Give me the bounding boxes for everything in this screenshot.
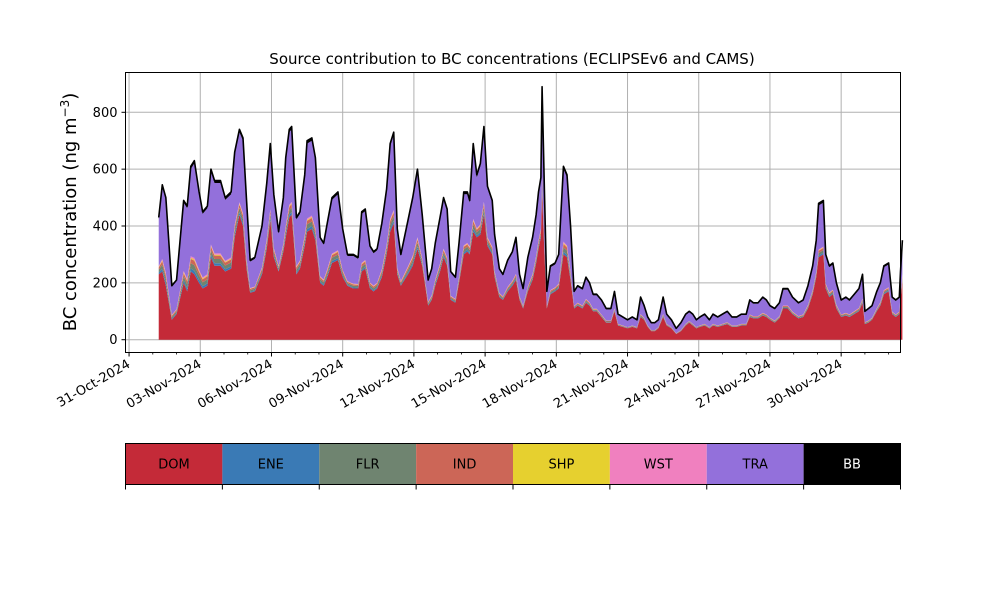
x-tick-label: 21-Nov-2024 [551, 357, 631, 412]
x-tick-label: 15-Nov-2024 [409, 357, 489, 412]
x-tick-label: 31-Oct-2024 [55, 357, 133, 411]
y-axis: 0 200 400 600 800 [93, 106, 126, 348]
legend-label-tra: TRA [742, 458, 768, 473]
legend-swatch-flr [319, 443, 417, 485]
legend-colorbar: DOM ENE FLR IND SHP WST TRA BB [125, 443, 901, 490]
area-dom [158, 191, 903, 340]
y-tick-label: 400 [93, 220, 118, 235]
legend-label-shp: SHP [549, 458, 575, 473]
legend-label-flr: FLR [356, 458, 380, 473]
legend-swatch-tra [706, 443, 804, 485]
legend-swatch-bb [803, 443, 901, 485]
y-tick-label: 200 [93, 276, 118, 291]
x-axis: 31-Oct-202403-Nov-202406-Nov-202409-Nov-… [55, 352, 890, 412]
x-tick-label: 12-Nov-2024 [338, 357, 418, 412]
total-line [157, 85, 904, 330]
legend-label-bb: BB [843, 458, 861, 473]
x-tick-label: 18-Nov-2024 [480, 357, 560, 412]
legend-swatch-shp [513, 443, 610, 485]
legend-swatch-ene [222, 443, 320, 485]
chart-title: Source contribution to BC concentrations… [269, 50, 754, 68]
x-tick-label: 30-Nov-2024 [765, 357, 845, 412]
y-axis-label-exponent: −3 [58, 100, 72, 118]
y-tick-label: 600 [93, 163, 118, 178]
x-tick-label: 06-Nov-2024 [195, 357, 275, 412]
legend-label-dom: DOM [158, 458, 189, 473]
y-tick-label: 0 [109, 333, 117, 348]
stacked-areas [157, 85, 904, 340]
legend-swatch-wst [609, 443, 707, 485]
y-axis-label: BC concentration (ng m−3) [58, 93, 81, 332]
x-tick-label: 27-Nov-2024 [694, 357, 774, 412]
legend-label-wst: WST [644, 458, 673, 473]
area-tra [158, 89, 903, 334]
x-tick-label: 03-Nov-2024 [124, 357, 204, 412]
x-tick-label: 24-Nov-2024 [622, 357, 702, 412]
y-tick-label: 800 [93, 106, 118, 121]
plot-frame [125, 72, 901, 353]
x-tick-label: 09-Nov-2024 [266, 357, 346, 412]
legend-label-ene: ENE [258, 458, 284, 473]
legend-swatch-ind [416, 443, 513, 485]
legend-swatch-dom [125, 443, 223, 485]
plot-area [125, 72, 904, 353]
legend-label-ind: IND [453, 458, 477, 473]
